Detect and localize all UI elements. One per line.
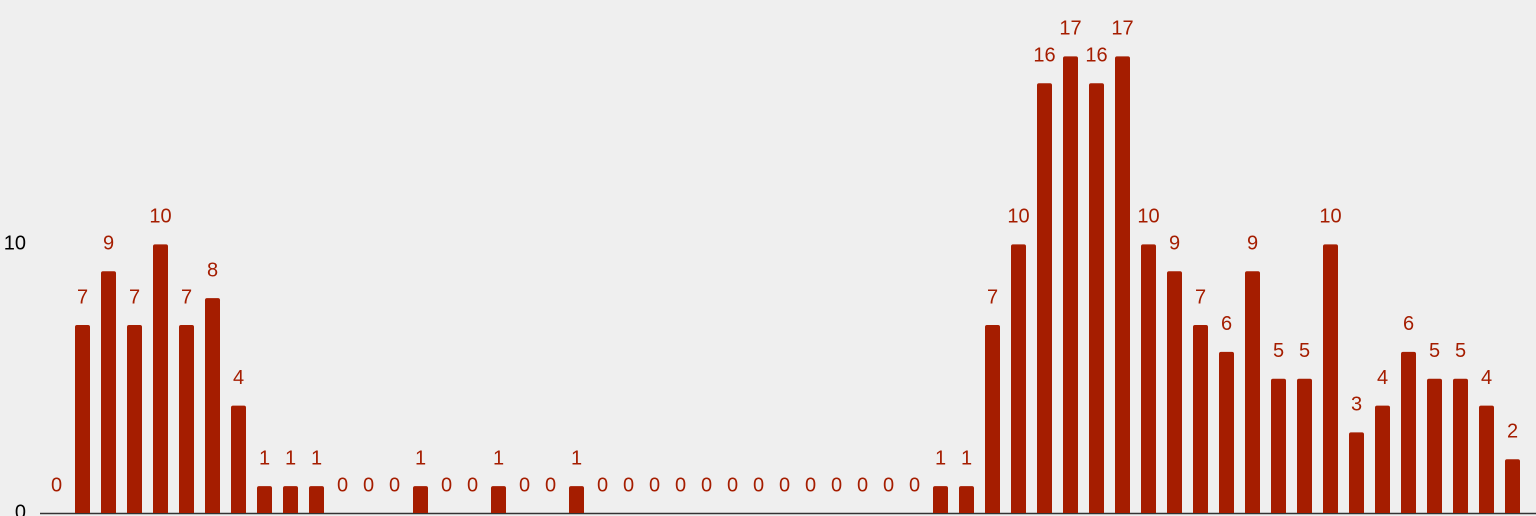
bar bbox=[1219, 351, 1234, 513]
value-label: 5 bbox=[1299, 340, 1310, 362]
bar bbox=[153, 244, 168, 513]
value-label: 10 bbox=[1137, 206, 1159, 228]
bar bbox=[1245, 271, 1260, 513]
bar bbox=[491, 486, 506, 513]
value-label: 0 bbox=[623, 474, 634, 496]
value-label: 0 bbox=[441, 474, 452, 496]
value-label: 1 bbox=[259, 447, 270, 469]
value-label: 0 bbox=[519, 474, 530, 496]
value-label: 0 bbox=[389, 474, 400, 496]
bar bbox=[127, 324, 142, 513]
bar bbox=[933, 486, 948, 513]
bar bbox=[1011, 244, 1026, 513]
value-label: 0 bbox=[545, 474, 556, 496]
bar bbox=[1349, 432, 1364, 513]
value-label: 0 bbox=[857, 474, 868, 496]
value-label: 17 bbox=[1111, 18, 1133, 40]
value-label: 6 bbox=[1221, 313, 1232, 335]
bar bbox=[985, 324, 1000, 513]
value-label: 9 bbox=[103, 233, 114, 255]
value-label: 7 bbox=[987, 286, 998, 308]
bar bbox=[1401, 351, 1416, 513]
value-label: 4 bbox=[1481, 367, 1492, 389]
value-label: 0 bbox=[51, 474, 62, 496]
bar bbox=[1271, 378, 1286, 513]
value-label: 0 bbox=[753, 474, 764, 496]
bar bbox=[1089, 83, 1104, 513]
value-label: 0 bbox=[337, 474, 348, 496]
value-label: 0 bbox=[467, 474, 478, 496]
bar bbox=[257, 486, 272, 513]
bar bbox=[413, 486, 428, 513]
value-label: 4 bbox=[233, 367, 244, 389]
bar bbox=[205, 298, 220, 513]
bar bbox=[101, 271, 116, 513]
y-tick-label: 0 bbox=[15, 501, 26, 516]
value-label: 0 bbox=[675, 474, 686, 496]
bar bbox=[283, 486, 298, 513]
bar bbox=[1037, 83, 1052, 513]
value-label: 1 bbox=[311, 447, 322, 469]
value-label: 1 bbox=[961, 447, 972, 469]
bar bbox=[569, 486, 584, 513]
bar bbox=[1297, 378, 1312, 513]
value-label: 0 bbox=[883, 474, 894, 496]
value-label: 1 bbox=[935, 447, 946, 469]
value-label: 10 bbox=[1319, 206, 1341, 228]
bar bbox=[75, 324, 90, 513]
value-label: 9 bbox=[1247, 233, 1258, 255]
bar bbox=[1479, 405, 1494, 513]
value-label: 5 bbox=[1429, 340, 1440, 362]
bar bbox=[309, 486, 324, 513]
value-label: 7 bbox=[129, 286, 140, 308]
bar bbox=[1505, 459, 1520, 513]
value-label: 0 bbox=[363, 474, 374, 496]
value-label: 0 bbox=[779, 474, 790, 496]
value-label: 1 bbox=[571, 447, 582, 469]
bar bbox=[1141, 244, 1156, 513]
value-label: 2 bbox=[1507, 421, 1518, 443]
bar bbox=[1453, 378, 1468, 513]
y-tick-label: 10 bbox=[4, 233, 26, 255]
value-label: 0 bbox=[831, 474, 842, 496]
bar bbox=[959, 486, 974, 513]
value-label: 1 bbox=[415, 447, 426, 469]
bar bbox=[1115, 56, 1130, 514]
value-label: 4 bbox=[1377, 367, 1388, 389]
value-label: 1 bbox=[493, 447, 504, 469]
value-label: 16 bbox=[1085, 45, 1107, 67]
bar bbox=[1193, 324, 1208, 513]
bar bbox=[231, 405, 246, 513]
bar bbox=[1323, 244, 1338, 513]
value-label: 0 bbox=[649, 474, 660, 496]
value-label: 17 bbox=[1059, 18, 1081, 40]
value-label: 1 bbox=[285, 447, 296, 469]
bar bbox=[179, 324, 194, 513]
bar bbox=[1427, 378, 1442, 513]
value-label: 9 bbox=[1169, 233, 1180, 255]
bar bbox=[1167, 271, 1182, 513]
value-label: 10 bbox=[1007, 206, 1029, 228]
bar bbox=[1063, 56, 1078, 514]
value-label: 7 bbox=[181, 286, 192, 308]
value-label: 7 bbox=[77, 286, 88, 308]
value-label: 3 bbox=[1351, 394, 1362, 416]
value-label: 5 bbox=[1273, 340, 1284, 362]
value-label: 8 bbox=[207, 259, 218, 281]
value-label: 0 bbox=[597, 474, 608, 496]
value-label: 0 bbox=[909, 474, 920, 496]
value-label: 0 bbox=[701, 474, 712, 496]
value-label: 7 bbox=[1195, 286, 1206, 308]
value-label: 6 bbox=[1403, 313, 1414, 335]
value-label: 0 bbox=[805, 474, 816, 496]
bar bbox=[1375, 405, 1390, 513]
value-label: 16 bbox=[1033, 45, 1055, 67]
value-label: 5 bbox=[1455, 340, 1466, 362]
value-label: 10 bbox=[149, 206, 171, 228]
value-label: 0 bbox=[727, 474, 738, 496]
